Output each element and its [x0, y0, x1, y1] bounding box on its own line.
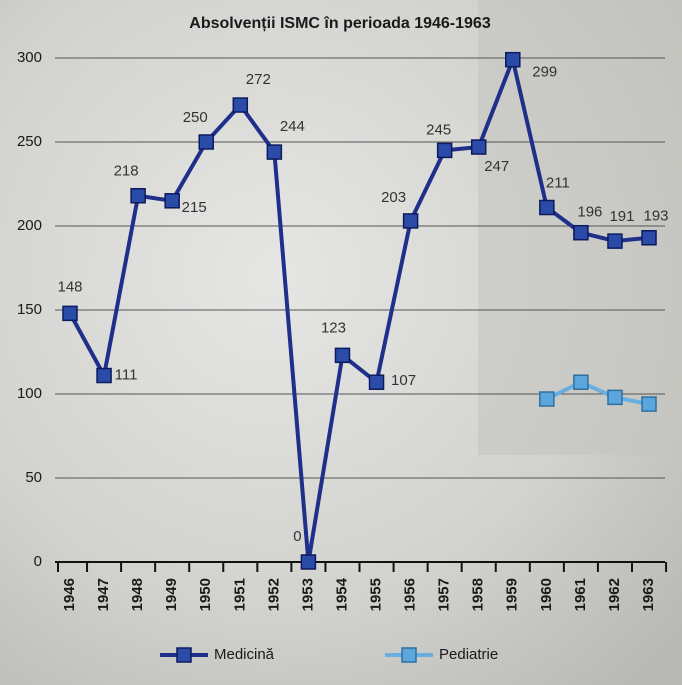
legend-marker — [401, 647, 417, 663]
marker — [470, 139, 487, 155]
x-tick-label: 1950 — [197, 578, 214, 611]
data-label: 148 — [57, 278, 82, 295]
data-label: 218 — [114, 163, 139, 180]
marker — [402, 213, 419, 229]
marker — [300, 554, 317, 570]
y-tick-label: 200 — [17, 217, 42, 234]
data-label: 0 — [293, 528, 301, 545]
y-tick-label: 250 — [17, 133, 42, 150]
legend-marker — [176, 647, 192, 663]
marker — [164, 193, 180, 209]
x-tick-label: 1957 — [436, 578, 453, 611]
data-label: 272 — [246, 71, 271, 88]
marker — [539, 391, 555, 407]
marker — [573, 374, 589, 390]
marker — [232, 97, 249, 113]
chart-title: Absolvenții ISMC în perioada 1946-1963 — [189, 15, 491, 32]
x-tick-label: 1949 — [163, 578, 180, 611]
marker — [266, 144, 283, 160]
marker — [607, 389, 623, 406]
data-label: 203 — [381, 189, 406, 206]
data-label: 211 — [546, 174, 570, 191]
x-tick-label: 1961 — [572, 578, 589, 611]
data-label: 123 — [321, 319, 346, 336]
y-tick-label: 0 — [34, 553, 42, 570]
legend-label: Pediatrie — [439, 646, 498, 663]
data-label: 299 — [532, 64, 557, 81]
data-label: 191 — [609, 208, 634, 225]
marker — [198, 134, 214, 150]
marker — [573, 224, 589, 241]
x-tick-label: 1955 — [368, 578, 385, 611]
data-label: 107 — [391, 372, 416, 389]
data-label: 244 — [280, 118, 305, 135]
marker — [436, 142, 453, 159]
marker — [607, 233, 623, 249]
x-tick-label: 1951 — [231, 578, 248, 611]
marker — [505, 51, 521, 68]
marker — [62, 305, 78, 322]
data-label: 111 — [115, 366, 138, 383]
data-label: 245 — [426, 121, 451, 138]
x-tick-label: 1959 — [504, 578, 521, 611]
marker — [130, 188, 146, 204]
x-tick-label: 1960 — [538, 578, 555, 611]
data-label: 196 — [577, 204, 602, 221]
x-tick-label: 1952 — [265, 578, 282, 611]
x-tick-label: 1947 — [95, 578, 112, 611]
marker — [368, 374, 385, 390]
data-label: 215 — [182, 199, 207, 216]
data-label: 247 — [484, 158, 509, 175]
x-tick-label: 1953 — [299, 578, 316, 611]
x-tick-label: 1956 — [402, 578, 419, 611]
x-tick-label: 1948 — [129, 578, 146, 611]
x-tick-label: 1954 — [333, 577, 350, 611]
x-tick-label: 1962 — [606, 578, 623, 611]
y-tick-label: 50 — [25, 469, 42, 486]
data-label: 193 — [644, 208, 669, 225]
x-tick-label: 1958 — [470, 578, 487, 611]
marker — [334, 347, 351, 364]
marker — [539, 199, 555, 216]
x-tick-label: 1963 — [640, 578, 657, 611]
series-line — [545, 380, 650, 407]
marker — [641, 396, 657, 412]
y-tick-label: 300 — [17, 49, 42, 66]
x-tick-label: 1946 — [61, 578, 78, 611]
legend-label: Medicină — [214, 646, 275, 663]
marker — [641, 230, 657, 246]
data-label: 250 — [183, 109, 208, 126]
y-tick-label: 150 — [17, 301, 42, 318]
marker — [96, 367, 112, 384]
y-tick-label: 100 — [17, 385, 42, 402]
